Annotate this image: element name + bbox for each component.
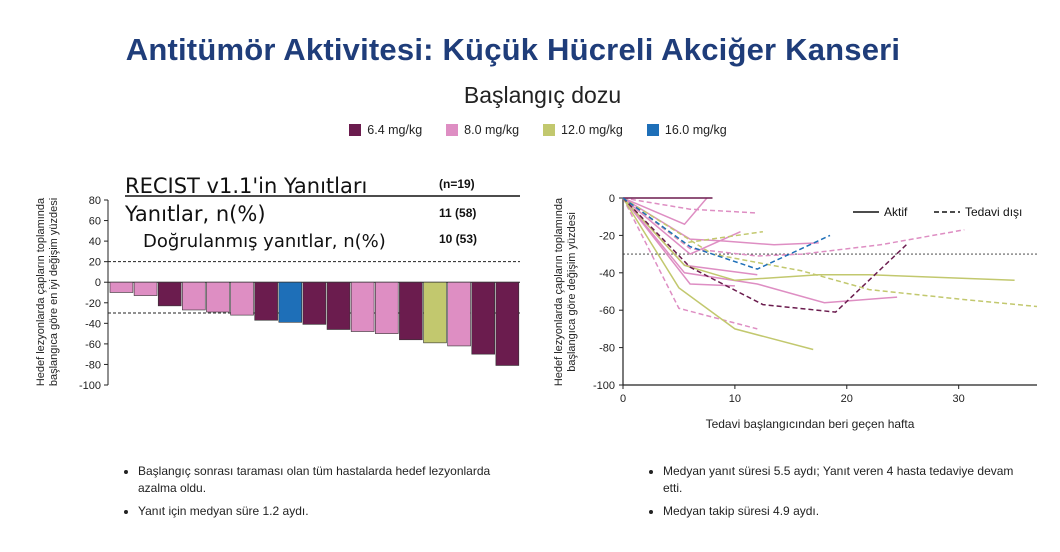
patient-line	[622, 197, 898, 304]
patient-line	[622, 197, 758, 330]
y-tick-label: 0	[609, 193, 615, 205]
y-tick-label: -20	[599, 230, 615, 242]
y-axis-title-line: Hedef lezyonlarda çapların toplamında	[553, 197, 565, 386]
y-tick-label: 20	[89, 257, 101, 269]
y-tick-label: -80	[85, 359, 101, 371]
y-axis-title: Hedef lezyonlarda çapların toplamındabaş…	[35, 197, 60, 386]
waterfall-bar	[447, 281, 471, 347]
waterfall-bar	[182, 281, 206, 311]
waterfall-bar	[133, 281, 158, 296]
x-tick-label: 30	[953, 393, 965, 405]
legend-label: 16.0 mg/kg	[664, 123, 727, 137]
table-row-label: Yanıtlar, n(%)	[124, 202, 266, 226]
patient-line	[622, 197, 1038, 308]
legend-swatch	[543, 124, 556, 136]
waterfall-bar	[109, 281, 134, 293]
legend-item-6-4: 6.4 mg/kg	[349, 123, 422, 137]
legend-label: 12.0 mg/kg	[561, 123, 623, 137]
page-subtitle: Başlangıç dozu	[463, 82, 622, 108]
dose-legend: 6.4 mg/kg 8.0 mg/kg 12.0 mg/kg 16.0 mg/k…	[0, 123, 1060, 137]
y-axis-title-line: Hedef lezyonlarda çapların toplamında	[35, 197, 47, 386]
note-item: Medyan takip süresi 4.9 aydı.	[663, 503, 1025, 520]
patient-line	[622, 197, 909, 313]
waterfall-bar	[254, 281, 278, 321]
x-tick-label: 20	[841, 393, 853, 405]
legend-item-8-0: 8.0 mg/kg	[446, 123, 519, 137]
waterfall-bar	[326, 281, 351, 330]
waterfall-chart: 80 60 40 20 0 -20 -40 -60 -80 -100 Hedef lezyonlar…	[35, 174, 520, 392]
waterfall-bar	[157, 281, 182, 307]
y-tick-label: -40	[85, 318, 101, 330]
y-tick-label: -100	[79, 380, 101, 392]
y-tick-label: 0	[95, 277, 101, 289]
legend-dashed-label: Tedavi dışı	[965, 205, 1022, 219]
table-heading: RECIST v1.1'in Yanıtları	[125, 174, 367, 198]
patient-line	[622, 197, 741, 255]
y-axis-label: Hedef lezyonlarda çapların toplamındabaş…	[35, 197, 60, 386]
y-tick-label: -100	[593, 380, 615, 392]
y-tick-label: -60	[85, 339, 101, 351]
note-item: Başlangıç sonrası taraması olan tüm hast…	[138, 463, 530, 497]
patient-line	[622, 197, 1015, 282]
y-tick-label: -20	[85, 298, 101, 310]
waterfall-bar	[302, 281, 327, 325]
waterfall-bar	[399, 281, 423, 341]
waterfall-bar	[495, 281, 520, 366]
table-n-label: (n=19)	[439, 177, 475, 191]
y-tick-label: -60	[599, 305, 615, 317]
patient-line	[622, 197, 735, 287]
table-row-value: 10 (53)	[439, 232, 477, 246]
legend-swatch	[646, 124, 659, 136]
waterfall-bar	[350, 281, 375, 332]
patient-line	[622, 197, 758, 214]
y-axis-title-line: başlangıca göre en iyi değişim yüzdesi	[48, 198, 60, 386]
legend-item-16-0: 16.0 mg/kg	[646, 123, 727, 137]
legend-swatch	[349, 124, 362, 136]
note-item: Yanıt için medyan süre 1.2 aydı.	[138, 503, 530, 520]
left-notes: Başlangıç sonrası taraması olan tüm hast…	[120, 463, 530, 526]
y-tick-label: -40	[599, 268, 615, 280]
patient-line	[622, 197, 965, 257]
legend-label: 6.4 mg/kg	[367, 123, 423, 137]
y-tick-label: 80	[89, 195, 101, 207]
legend-label: 8.0 mg/kg	[464, 123, 520, 137]
right-notes: Medyan yanıt süresi 5.5 aydı; Yanıt vere…	[645, 463, 1025, 526]
patient-line	[622, 197, 814, 351]
legend-item-12-0: 12.0 mg/kg	[543, 123, 623, 137]
legend-swatch	[446, 124, 459, 136]
y-tick-label: 60	[89, 216, 101, 228]
waterfall-bar	[278, 281, 303, 323]
x-axis-title: Tedavi başlangıcından beri geçen hafta	[706, 417, 915, 431]
spider-plot: 0 -20 -40 -60 -80 -100 0 10 20 30 Aktif Tedavi dışı…	[553, 193, 1038, 431]
note-item: Medyan yanıt süresi 5.5 aydı; Yanıt vere…	[663, 463, 1025, 497]
patient-line	[622, 197, 831, 270]
y-tick-label: 40	[89, 236, 101, 248]
table-row-value: 11 (58)	[439, 206, 476, 220]
table-row-label: Doğrulanmış yanıtlar, n(%)	[143, 231, 386, 252]
legend-solid-label: Aktif	[884, 205, 908, 219]
x-tick-label: 0	[620, 393, 626, 405]
y-axis-title-line: başlangıca göre değişim yüzdesi	[566, 212, 578, 372]
waterfall-bar	[374, 281, 399, 334]
y-tick-label: -80	[599, 343, 615, 355]
x-tick-label: 10	[729, 393, 741, 405]
page-title: Antitümör Aktivitesi: Küçük Hücreli Akci…	[125, 32, 901, 67]
patient-line	[622, 197, 708, 226]
waterfall-bar	[471, 281, 495, 355]
waterfall-bar	[423, 281, 447, 344]
waterfall-bar	[206, 281, 230, 313]
y-axis-title: Hedef lezyonlarda çapların toplamındabaş…	[553, 197, 578, 386]
waterfall-bar	[230, 281, 254, 316]
